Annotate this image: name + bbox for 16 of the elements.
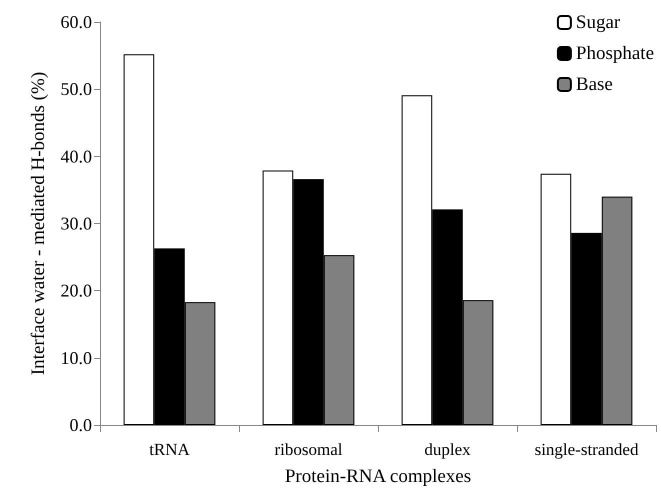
y-axis-title: Interface water - mediated H-bonds (%) [28, 72, 49, 376]
y-tick-label: 20.0 [60, 280, 92, 301]
y-tick-label: 40.0 [60, 146, 92, 166]
x-axis-title: Protein-RNA complexes [284, 466, 472, 487]
y-tick-label: 0.0 [70, 415, 92, 435]
y-tick-label: 10.0 [60, 348, 92, 368]
y-tick-label: 50.0 [60, 79, 92, 100]
legend-label: Phosphate [576, 43, 654, 64]
x-tick-label: ribosomal [274, 440, 343, 459]
x-tick-label: duplex [424, 440, 472, 459]
y-tick-label: 30.0 [60, 214, 92, 234]
legend-label: Base [576, 74, 613, 95]
y-tick-label: 60.0 [60, 12, 92, 32]
x-tick-label: single-stranded [534, 440, 639, 459]
legend-label: Sugar [576, 12, 621, 33]
x-tick-label: tRNA [149, 440, 191, 459]
